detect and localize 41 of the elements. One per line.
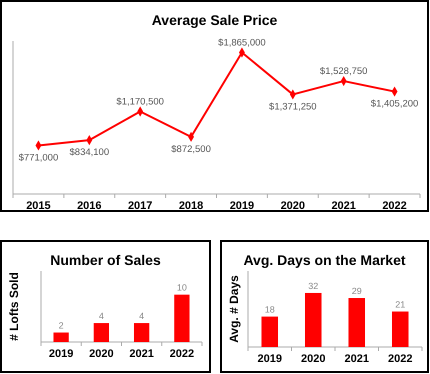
bar: [392, 312, 409, 347]
data-label: $872,500: [171, 144, 211, 155]
x-tick-label: 2021: [129, 348, 154, 360]
data-label: 4: [139, 311, 144, 322]
x-tick-label: 2019: [258, 353, 282, 365]
data-label: $1,405,200: [370, 98, 418, 110]
bar: [348, 298, 366, 347]
data-label: 4: [98, 311, 104, 322]
y-axis-title: # Lofts Sold: [7, 272, 21, 341]
y-axis-title: Avg. # Days: [227, 274, 241, 343]
data-label: $1,170,500: [116, 96, 164, 108]
x-tick-label: 2020: [301, 353, 326, 365]
bar: [261, 316, 278, 347]
x-tick-label: 2021: [331, 200, 356, 212]
data-label: $1,865,000: [218, 37, 266, 48]
data-label: 2: [58, 320, 64, 331]
data-label: $834,100: [70, 147, 110, 158]
data-label: 18: [264, 304, 275, 315]
x-tick-label: 2022: [382, 200, 407, 212]
data-label: $771,000: [18, 152, 58, 164]
x-tick-label: 2020: [280, 200, 306, 212]
x-tick-label: 2021: [344, 353, 369, 365]
data-label: 32: [308, 280, 318, 291]
chart-title: Avg. Days on the Market: [243, 252, 406, 268]
data-label: $1,528,750: [320, 66, 368, 78]
data-label: $1,371,250: [269, 101, 317, 112]
chart-title: Average Sale Price: [152, 12, 278, 28]
data-label: 10: [176, 282, 187, 293]
x-tick-label: 2016: [77, 200, 102, 212]
x-tick-label: 2022: [388, 353, 412, 365]
x-tick-label: 2015: [26, 200, 51, 212]
x-tick-label: 2019: [230, 200, 254, 212]
x-tick-label: 2022: [170, 348, 194, 360]
data-label: 21: [395, 300, 406, 310]
data-label: 29: [352, 286, 362, 296]
x-tick-label: 2020: [89, 348, 114, 360]
x-tick-label: 2018: [178, 200, 204, 212]
x-tick-label: 2019: [48, 348, 74, 360]
bar: [304, 292, 322, 347]
x-tick-label: 2017: [128, 200, 152, 212]
chart-title: Number of Sales: [50, 252, 161, 268]
